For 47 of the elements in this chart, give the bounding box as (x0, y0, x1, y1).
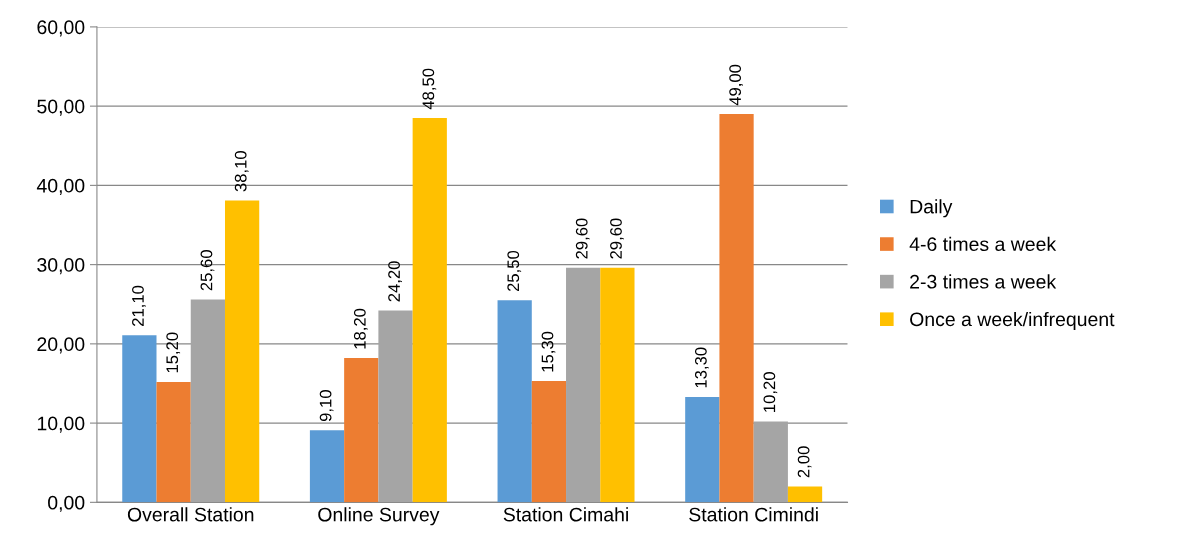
data-label: 24,20 (388, 261, 402, 302)
bar (497, 300, 532, 503)
bar (224, 200, 260, 503)
bar (685, 396, 720, 503)
y-tick-label: 0,00 (48, 495, 85, 512)
x-tick-label: Online Survey (318, 507, 440, 526)
data-label: 29,60 (610, 218, 624, 259)
data-label: 18,20 (353, 308, 368, 349)
y-tick-label: 50,00 (37, 99, 85, 116)
x-tick-label: Overall Station (127, 507, 254, 522)
data-label: 13,30 (694, 347, 709, 388)
y-tick-label: 60,00 (37, 20, 85, 37)
data-label: 25,50 (507, 250, 522, 292)
data-label: 2,00 (797, 446, 812, 478)
data-label: 25,60 (200, 250, 215, 291)
legend-label: Once a week/infrequent (910, 311, 1115, 331)
data-label: 29,60 (575, 218, 590, 259)
x-tick-label: Station Cimahi (503, 507, 628, 522)
bar (122, 335, 157, 503)
data-label: 38,10 (234, 151, 249, 192)
legend-label: 2-3 times a week (910, 274, 1057, 289)
data-label: 10,20 (763, 372, 778, 412)
data-label: 15,30 (541, 331, 556, 372)
bar (531, 381, 567, 503)
data-label: 48,50 (422, 68, 437, 110)
data-label: 21,10 (132, 285, 146, 326)
bar (753, 421, 788, 503)
bar (190, 299, 225, 503)
bar (309, 430, 345, 503)
bar (156, 381, 191, 503)
bar (344, 358, 379, 503)
bar (600, 267, 635, 503)
x-tick-label: Station Cimindi (689, 507, 818, 522)
y-tick-label: 10,00 (37, 416, 85, 433)
y-tick-label: 40,00 (36, 178, 85, 195)
bar (378, 310, 413, 503)
bar (719, 114, 754, 503)
y-tick-label: 30,00 (37, 258, 85, 275)
bar (566, 267, 601, 503)
data-label: 9,10 (319, 390, 334, 422)
data-label: 49,00 (729, 64, 743, 106)
legend-label: Daily (910, 199, 953, 218)
y-tick-label: 20,00 (37, 337, 85, 354)
bar (412, 118, 447, 503)
data-label: 15,20 (166, 332, 181, 373)
legend-label: 4-6 times a week (909, 236, 1057, 252)
bar (787, 486, 823, 503)
